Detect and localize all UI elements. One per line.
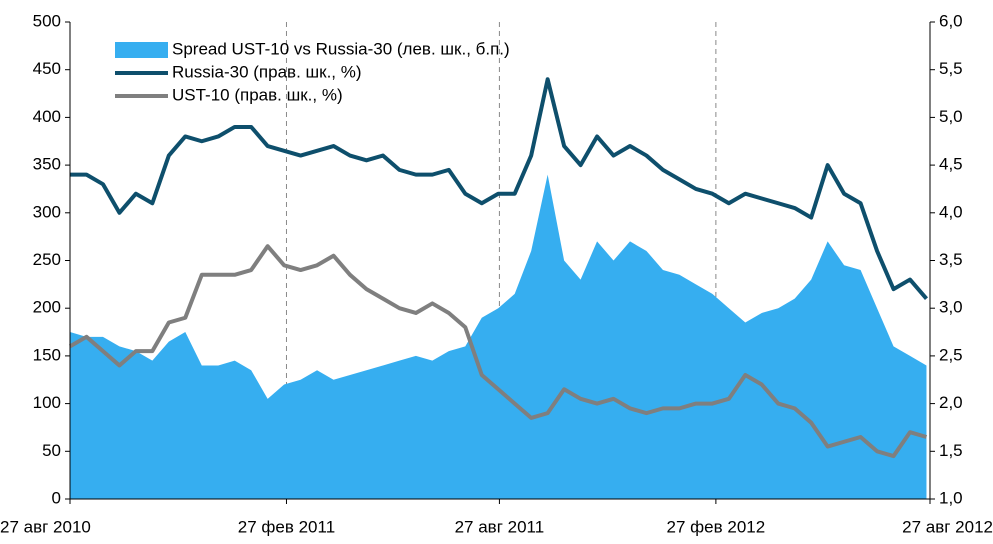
legend-label: Russia-30 (прав. шк., %) bbox=[172, 62, 362, 81]
y2-tick-label: 2,0 bbox=[939, 393, 963, 412]
y-tick-label: 50 bbox=[42, 441, 61, 460]
spread-area bbox=[70, 174, 927, 499]
y2-tick-label: 3,0 bbox=[939, 298, 963, 317]
y-tick-label: 0 bbox=[52, 488, 61, 507]
legend-label: UST-10 (прав. шк., %) bbox=[172, 85, 343, 104]
y2-tick-label: 4,5 bbox=[939, 155, 963, 174]
y-tick-label: 100 bbox=[33, 393, 61, 412]
y-tick-label: 200 bbox=[33, 298, 61, 317]
y-tick-label: 350 bbox=[33, 155, 61, 174]
y2-tick-label: 3,5 bbox=[939, 250, 963, 269]
line bbox=[68, 244, 928, 459]
y2-tick-label: 5,0 bbox=[939, 107, 963, 126]
legend-swatch bbox=[115, 42, 168, 58]
x-tick-label: 27 фев 2012 bbox=[667, 517, 766, 536]
x-tick-label: 27 авг 2010 bbox=[0, 517, 91, 536]
y2-tick-label: 4,0 bbox=[939, 202, 963, 221]
y-tick-label: 500 bbox=[33, 11, 61, 30]
x-tick-label: 27 фев 2011 bbox=[238, 517, 335, 536]
y-tick-label: 250 bbox=[33, 250, 61, 269]
y-tick-label: 150 bbox=[33, 345, 61, 364]
y-tick-label: 300 bbox=[33, 202, 61, 221]
x-tick-label: 27 авг 2012 bbox=[902, 517, 993, 536]
y2-tick-label: 2,5 bbox=[939, 345, 963, 364]
y2-tick-label: 1,5 bbox=[939, 441, 963, 460]
y2-tick-label: 5,5 bbox=[939, 59, 963, 78]
y2-tick-label: 6,0 bbox=[939, 11, 963, 30]
y-tick-label: 400 bbox=[33, 107, 61, 126]
line bbox=[70, 77, 928, 300]
y2-tick-label: 1,0 bbox=[939, 488, 963, 507]
y-tick-label: 450 bbox=[33, 59, 61, 78]
legend-label: Spread UST-10 vs Russia-30 (лев. шк., б.… bbox=[172, 39, 510, 58]
x-tick-label: 27 авг 2011 bbox=[455, 517, 545, 536]
